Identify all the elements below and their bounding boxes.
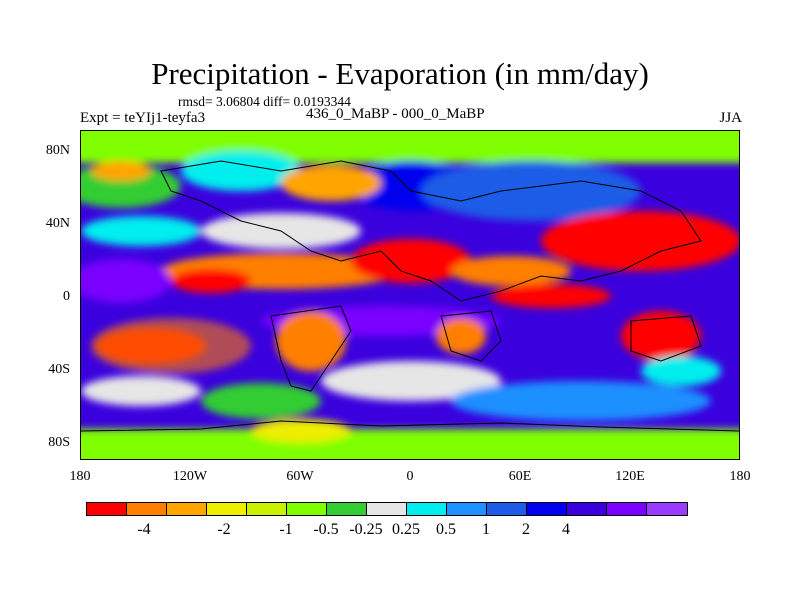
map-panel [80,130,740,460]
colorbar-level-label: -0.25 [349,521,383,538]
africa-orange [436,318,486,354]
south-green [201,383,321,419]
colorbar-swatch [127,503,167,515]
lon-label-0: 0 [406,469,414,484]
colorbar-level-label: 4 [562,521,570,538]
colorbar-swatch [287,503,327,515]
colorbar-swatch [87,503,127,515]
colorbar-swatch [487,503,527,515]
colorbar-swatch [447,503,487,515]
colorbar-level-label: 0.25 [392,521,420,538]
mid-cyan [81,216,201,246]
colorbar-swatch [607,503,647,515]
colorbar-level-label: -2 [217,521,231,538]
colorbar-level-label: 1 [482,521,490,538]
colorbar-swatch [207,503,247,515]
lon-label-60w: 60W [286,469,314,484]
field-blobs [81,131,739,459]
experiment-label: Expt = teYIj1-teyfa3 [80,110,206,126]
lat-label-0: 0 [63,289,70,304]
lat-label-40n: 40N [45,216,70,231]
lat-label-80n: 80N [45,143,70,158]
equator-purple-left [81,259,171,303]
asia-blue [421,161,641,221]
colorbar-swatch [407,503,447,515]
colorbar [86,502,688,516]
lon-label-120e: 120E [615,469,645,484]
season-label: JJA [719,110,742,126]
equator-red-left [171,269,251,293]
south-white-1 [321,361,501,401]
colorbar-level-label: 2 [522,521,530,538]
southeast-continent-outline [440,310,502,362]
europe-cyan [181,151,301,191]
north-continent-outline [160,160,702,302]
map-title: Precipitation - Evaporation (in mm/day) [151,56,649,91]
antarctic-outline [81,420,739,432]
south-yellow [251,419,351,443]
colorbar-swatch [567,503,607,515]
australia-red [621,311,701,361]
statistics-text: rmsd= 3.06804 diff= 0.0193344 [178,94,351,109]
nwpac-orange [281,165,381,201]
antarctic-green-band [81,429,739,459]
lon-label-60e: 60E [508,469,532,484]
npac-orange [91,161,151,181]
continent-outlines [81,160,739,432]
colorbar-swatch [527,503,567,515]
south-blue [451,381,711,421]
lat-label-80s: 80S [48,435,70,450]
australia-outline [630,315,702,362]
lat-label-40s: 40S [48,362,70,377]
south-orange-left [91,318,251,374]
field-map [81,131,739,459]
lon-label-180e: 180 [729,469,751,484]
equator-red-mid [491,284,611,308]
colorbar-swatch [167,503,207,515]
colorbar-level-label: -4 [137,521,151,538]
colorbar-swatch [327,503,367,515]
south-cyan [641,356,721,386]
south-white-2 [81,376,201,406]
south-continent-outline [270,305,352,392]
tropic-red-2 [351,239,471,283]
colorbar-swatch [367,503,407,515]
colorbar-swatch [647,503,687,515]
samerica-orange [276,311,346,371]
tropic-red-3 [541,211,739,271]
lon-label-120w: 120W [172,469,208,484]
tropic-orange-3 [451,256,571,286]
colorbar-level-label: 0.5 [436,521,456,538]
colorbar-level-label: -1 [279,521,293,538]
arctic-green-band [81,131,739,163]
lon-label-180w: 180 [69,469,91,484]
colorbar-swatch [247,503,287,515]
period-subtitle: 436_0_MaBP - 000_0_MaBP [306,106,485,122]
colorbar-level-label: -0.5 [313,521,339,538]
